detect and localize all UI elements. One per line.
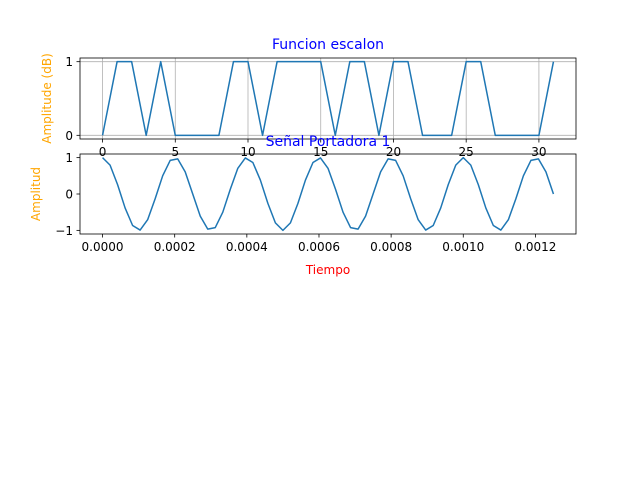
carrier-signal-ylabel: Amplitud (29, 167, 43, 221)
y-tick-label: 1 (65, 151, 73, 165)
x-tick-label: 0.0008 (370, 240, 412, 254)
y-tick-label: 1 (65, 55, 73, 69)
step-function-title: Funcion escalon (272, 37, 384, 53)
x-tick-label: 0.0004 (226, 240, 268, 254)
step-function-y-ticks: 01 (65, 55, 80, 143)
y-tick-label: 0 (65, 129, 73, 143)
step-function-ylabel: Amplitude (dB) (40, 53, 54, 144)
x-tick-label: 10 (240, 145, 255, 159)
x-tick-label: 5 (171, 145, 179, 159)
y-tick-label: −1 (55, 224, 73, 238)
step-function-frame (79, 57, 577, 140)
carrier-signal-line (102, 156, 555, 232)
x-tick-label: 30 (531, 145, 546, 159)
x-tick-label: 0.0010 (442, 240, 484, 254)
x-tick-label: 20 (386, 145, 401, 159)
carrier-signal-axes: 0.0000 0.0002 0.0004 0.0006 0.0008 0.0010 0.00… (29, 134, 577, 277)
x-tick-label: 0.0012 (514, 240, 556, 254)
carrier-signal-title: Señal Portadora 1 (266, 134, 391, 150)
x-tick-label: 0.0006 (298, 240, 340, 254)
y-tick-label: 0 (65, 188, 73, 202)
step-function-grid (80, 58, 576, 139)
carrier-signal-frame (79, 153, 577, 235)
carrier-signal-xlabel: Tiempo (305, 263, 350, 277)
step-function-x-ticks: 0 5 10 15 20 25 30 (99, 139, 547, 159)
carrier-signal-x-ticks: 0.0000 0.0002 0.0004 0.0006 0.0008 0.0010 0.00… (82, 234, 556, 254)
x-tick-label: 25 (459, 145, 474, 159)
x-tick-label: 0.0002 (154, 240, 196, 254)
step-function-axes: 0 5 10 15 20 25 30 01 Funcion escalon Amplitud… (40, 37, 577, 159)
x-tick-label: 0.0000 (82, 240, 124, 254)
step-function-line (101, 60, 555, 137)
x-tick-label: 0 (99, 145, 107, 159)
x-tick-label: 15 (313, 145, 328, 159)
carrier-signal-y-ticks: −1 0 1 (55, 151, 80, 238)
